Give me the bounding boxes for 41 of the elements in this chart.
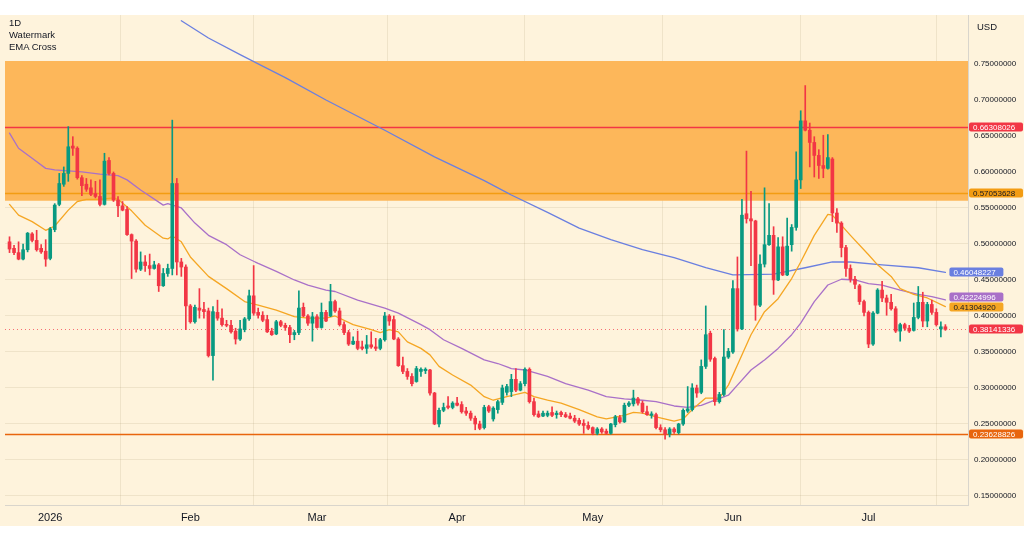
annotation: EMA Cross [9,40,57,52]
x-tick-label: 2026 [37,510,63,523]
y-tick-label: 0.35000000 [974,347,1017,357]
candlestick [581,419,586,434]
x-tick-label: Jul [861,510,876,523]
y-tick-label: 0.70000000 [974,95,1017,105]
candlestick [749,191,753,266]
candlestick [364,335,369,354]
y-tick-label: 0.15000000 [974,491,1017,501]
candlestick [360,340,364,351]
candlestick [821,134,826,179]
candlestick [373,337,378,351]
data-label: 0.41304920 [953,302,997,312]
data-label: 0.42224996 [953,292,997,302]
y-tick-label: 0.60000000 [974,167,1017,177]
ref-line-label: 0.66308026 [973,122,1016,132]
x-tick-label: Feb [180,510,200,523]
x-tick-label: Mar [307,510,327,523]
y-tick-label: 0.40000000 [974,311,1017,321]
y-tick-label: 0.20000000 [974,455,1017,465]
y-axis-title: USD [977,20,998,32]
candlestick [446,396,450,410]
y-tick-label: 0.50000000 [974,239,1017,249]
y-tick-label: 0.55000000 [974,203,1017,213]
data-label: 0.46048227 [953,267,997,277]
x-tick-label: Apr [448,510,466,523]
chart-title: 1D [9,16,22,28]
y-tick-label: 0.45000000 [974,275,1017,285]
candlestick [939,321,943,338]
candlestick [369,331,374,349]
y-tick-label: 0.25000000 [974,419,1017,429]
candlestick [147,253,152,276]
y-tick-label: 0.65000000 [974,131,1017,141]
ref-line-label: 0.23628826 [973,429,1016,439]
x-tick-label: May [582,510,604,523]
ref-line-label: 0.38141336 [973,324,1016,334]
x-tick-label: Jun [724,510,742,523]
y-tick-label: 0.75000000 [974,59,1017,69]
y-tick-label: 0.30000000 [974,383,1017,393]
annotation: Watermark [9,28,56,40]
ref-line-label: 0.57053628 [973,188,1016,198]
